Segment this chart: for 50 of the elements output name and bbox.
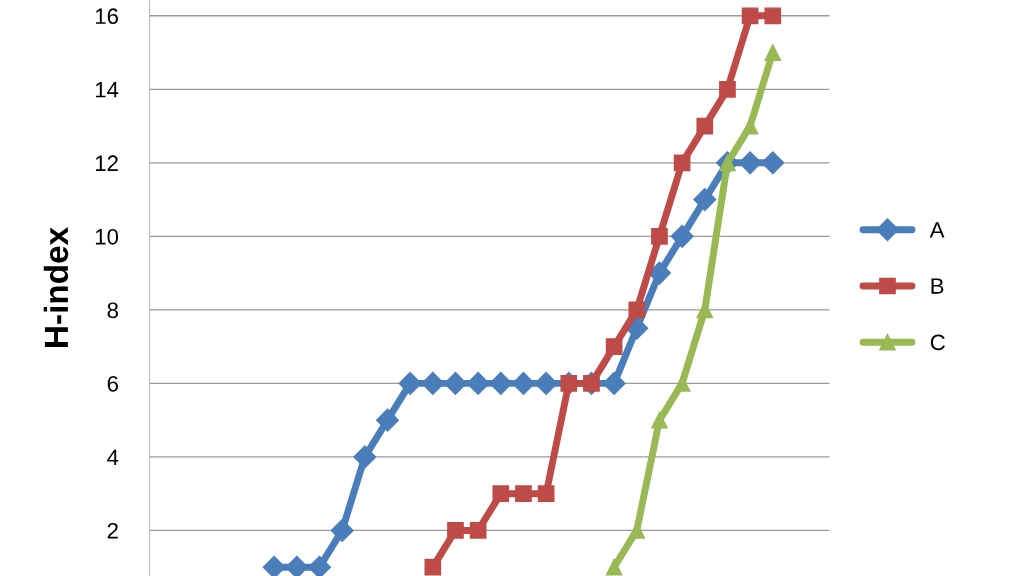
point [469,522,487,539]
point [605,338,623,355]
point [719,80,736,98]
point [307,555,331,576]
y-tick-label: 10 [95,228,119,245]
legend-label: B [931,278,944,294]
y-tick-label: 2 [107,522,118,539]
point [398,371,422,395]
legend-label: A [929,222,945,238]
point [537,485,555,502]
y-tick-label: 16 [95,8,118,25]
point [421,371,445,395]
point [489,371,513,395]
point [534,371,558,395]
point [353,445,377,469]
point [375,408,399,432]
point [764,7,782,25]
point [764,44,782,61]
point [602,371,626,395]
y-tick-label: 4 [107,449,119,465]
point [466,371,490,395]
y-axis-title: H-index [43,227,69,347]
point [447,522,464,539]
point [673,375,691,392]
point [651,411,668,429]
point [605,558,623,576]
point [443,371,467,395]
point [330,518,354,542]
point [628,301,646,319]
point [560,375,578,392]
point [515,485,532,502]
legend-label: C [930,334,945,351]
point [696,117,714,135]
point [262,555,286,576]
point [511,371,535,395]
point [741,117,759,135]
y-tick-label: 8 [107,302,118,319]
y-tick-label: 14 [95,82,119,98]
point [738,151,762,175]
point [424,558,442,576]
point [741,7,759,25]
point [492,485,510,502]
point [693,188,717,212]
point [673,154,691,172]
point [670,224,694,248]
point [651,228,668,245]
point [285,555,309,576]
point [761,151,785,175]
y-tick-label: 12 [95,155,118,171]
y-tick-label: 6 [107,375,118,392]
